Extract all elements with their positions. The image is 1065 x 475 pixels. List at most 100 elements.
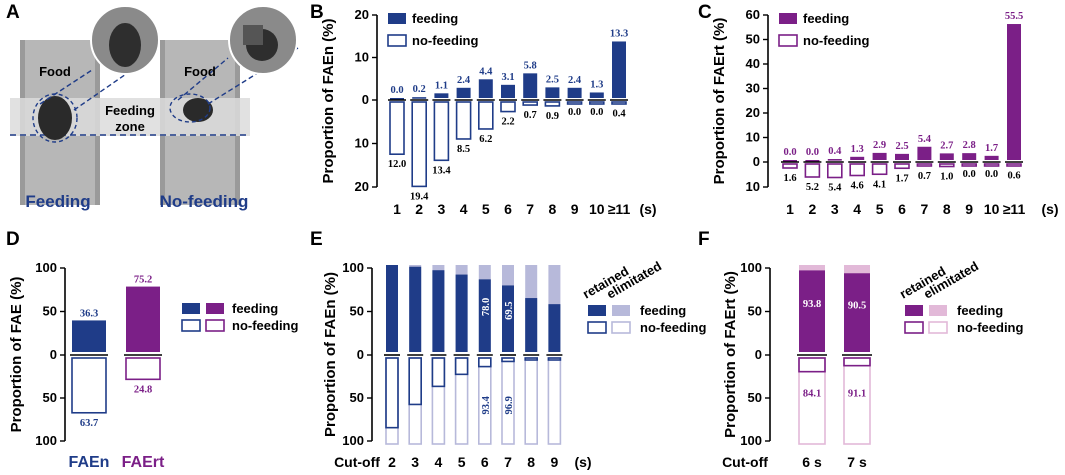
label-no-feeding: 0.9 — [546, 111, 559, 122]
label-no-feeding-retained: 91.1 — [848, 389, 866, 400]
label-feeding: 0.2 — [413, 84, 426, 95]
legend-swatch-feeding — [779, 13, 797, 24]
food-label-left: Food — [39, 64, 71, 79]
legend-swatch-no-feeding — [387, 34, 407, 47]
bar-no-feeding — [983, 163, 1000, 167]
label-no-feeding: 13.4 — [432, 165, 451, 176]
y-axis-label: Proportion of FAE (%) — [8, 277, 25, 433]
x-tick-label: 6 — [898, 201, 906, 217]
bar-feeding — [567, 87, 582, 98]
y-tick-label: 100 — [740, 433, 762, 448]
y-tick-label: 0 — [755, 347, 762, 362]
y-tick-label: 50 — [350, 390, 364, 405]
legend-swatch-feeding — [182, 303, 200, 314]
y-tick-label: 10 — [746, 179, 760, 194]
y-tick-label: 0 — [357, 347, 364, 362]
label-no-feeding: 0.0 — [963, 169, 976, 180]
bar-feeding-retained — [409, 266, 422, 352]
panel-label-f: F — [698, 229, 710, 250]
label-no-feeding: 0.7 — [524, 110, 537, 121]
label-feeding-retained: 93.8 — [803, 299, 821, 310]
bar-feeding — [939, 153, 954, 160]
bar-no-feeding — [1006, 163, 1022, 167]
x-tick-label: 6 s — [802, 454, 822, 470]
bar-feeding — [1007, 24, 1021, 161]
bar-no-feeding — [522, 101, 539, 106]
label-no-feeding-retained: 93.4 — [481, 395, 492, 414]
label-feeding: 13.3 — [610, 28, 628, 39]
bar-feeding — [872, 152, 887, 160]
x-tick-label: 9 — [551, 454, 559, 470]
food-label-right: Food — [184, 64, 216, 79]
legend-feeding-label: feeding — [232, 301, 278, 316]
bar-feeding — [827, 159, 842, 161]
label-no-feeding: 1.0 — [940, 172, 953, 183]
label-feeding: 55.5 — [1005, 11, 1023, 22]
label-feeding: 0.0 — [390, 85, 403, 96]
y-tick-label: 40 — [746, 56, 760, 71]
legend-swatch-no-feeding-2 — [205, 319, 225, 332]
x-tick-label: 5 — [482, 201, 490, 217]
bar-no-feeding-retained — [431, 357, 446, 388]
panel-label-b: B — [310, 2, 324, 23]
label-feeding: 2.4 — [457, 75, 471, 86]
x-tick-label: 4 — [460, 201, 468, 217]
y-tick-label: 60 — [746, 7, 760, 22]
x-tick-label: 4 — [853, 201, 861, 217]
bar-no-feeding — [894, 163, 910, 170]
x-tick-label: 4 — [435, 454, 443, 470]
label-feeding: 2.8 — [963, 140, 976, 151]
label-no-feeding: 63.7 — [80, 418, 98, 429]
y-tick-label: 100 — [35, 260, 57, 275]
bar-no-feeding-retained — [524, 357, 539, 361]
legend-no-feeding-label: no-feeding — [957, 320, 1023, 335]
bar-no-feeding — [611, 101, 627, 105]
y-tick-label: 0 — [753, 154, 760, 169]
label-feeding: 2.4 — [568, 75, 582, 86]
label-no-feeding-retained: 96.9 — [504, 396, 515, 414]
bar-feeding-retained — [502, 285, 514, 352]
x-tick-label: 3 — [831, 201, 839, 217]
bar-feeding-retained — [525, 298, 538, 352]
bar-feeding — [456, 87, 471, 98]
bar-feeding — [589, 92, 604, 98]
label-no-feeding: 4.6 — [851, 181, 864, 192]
legend-swatch-no-feeding-retained — [587, 321, 607, 334]
label-feeding: 2.5 — [895, 141, 908, 152]
label-feeding: 1.3 — [590, 79, 603, 90]
bar-no-feeding — [871, 163, 888, 176]
legend-swatch-no-feeding — [181, 319, 201, 332]
bar-feeding-retained — [844, 273, 870, 352]
y-tick-label: 50 — [746, 32, 760, 47]
legend-swatch-feeding-retained — [588, 305, 606, 316]
x-tick-label: 3 — [438, 201, 446, 217]
bar-no-feeding-eliminated — [454, 357, 469, 445]
label-feeding: 2.9 — [873, 140, 886, 151]
label-feeding: 5.4 — [918, 134, 932, 145]
bar-no-feeding — [433, 101, 450, 162]
legend-swatch-no-feeding-eliminated — [928, 321, 948, 334]
bar-feeding-retained — [455, 274, 468, 352]
x-tick-label: 6 — [504, 201, 512, 217]
label-feeding: 1.3 — [851, 144, 864, 155]
bar-no-feeding-eliminated — [843, 357, 871, 445]
x-tick-label: 8 — [549, 201, 557, 217]
legend-feeding-label: feeding — [640, 303, 686, 318]
bar-no-feeding-retained — [547, 357, 562, 361]
bar-no-feeding — [125, 357, 161, 381]
label-no-feeding: 4.1 — [873, 179, 886, 190]
panel-label-d: D — [6, 229, 20, 250]
y-tick-label: 0 — [50, 347, 57, 362]
bar-feeding — [984, 155, 999, 160]
label-no-feeding: 6.2 — [479, 134, 492, 145]
label-no-feeding: 0.4 — [612, 109, 626, 120]
zone-line-2: zone — [115, 119, 145, 134]
bar-no-feeding-eliminated — [385, 357, 399, 445]
label-feeding-retained: 90.5 — [848, 301, 866, 312]
bar-no-feeding-retained — [385, 357, 399, 429]
x-tick-label: 8 — [527, 454, 535, 470]
bar-no-feeding — [389, 101, 405, 156]
x-tick-label: 2 — [809, 201, 817, 217]
